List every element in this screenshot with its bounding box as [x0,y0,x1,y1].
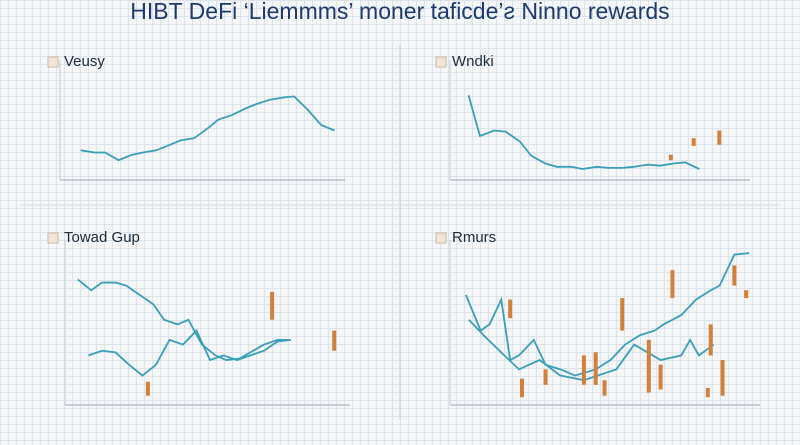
title-icon [47,56,59,68]
range-bar [270,291,275,320]
range-bar [620,298,625,331]
panel-title: Rmurs [452,229,496,246]
range-bar [732,265,737,286]
range-bar [581,355,586,385]
series-line [465,252,750,377]
range-bar [708,324,713,356]
range-bar [705,387,710,398]
panel-title: Wndki [452,53,494,70]
title-icon [47,232,59,244]
range-bar [668,154,673,161]
range-bar [602,380,607,396]
range-bar [145,381,150,396]
panel-title: Towad Gup [64,229,140,246]
range-bar [543,369,548,385]
range-bar [658,364,663,390]
series-line [80,95,335,162]
series-line [77,278,289,361]
series-line [88,329,292,377]
range-bar [593,352,598,385]
title-icon [435,56,447,68]
range-bar [670,270,675,299]
page-title: HIBT DeFi ‘Liemmms’ moner taficde’ƨ Ninn… [130,0,669,24]
title-icon [435,232,447,244]
series-line [467,95,700,170]
range-bar [744,290,749,299]
range-bar [691,138,696,146]
range-bar [720,360,725,396]
range-bar [519,378,524,398]
range-bar [717,130,722,145]
panel-title: Veusy [64,53,105,70]
range-bar [508,299,513,319]
range-bar [646,339,651,393]
range-bar [332,330,337,351]
series-line [468,319,715,382]
